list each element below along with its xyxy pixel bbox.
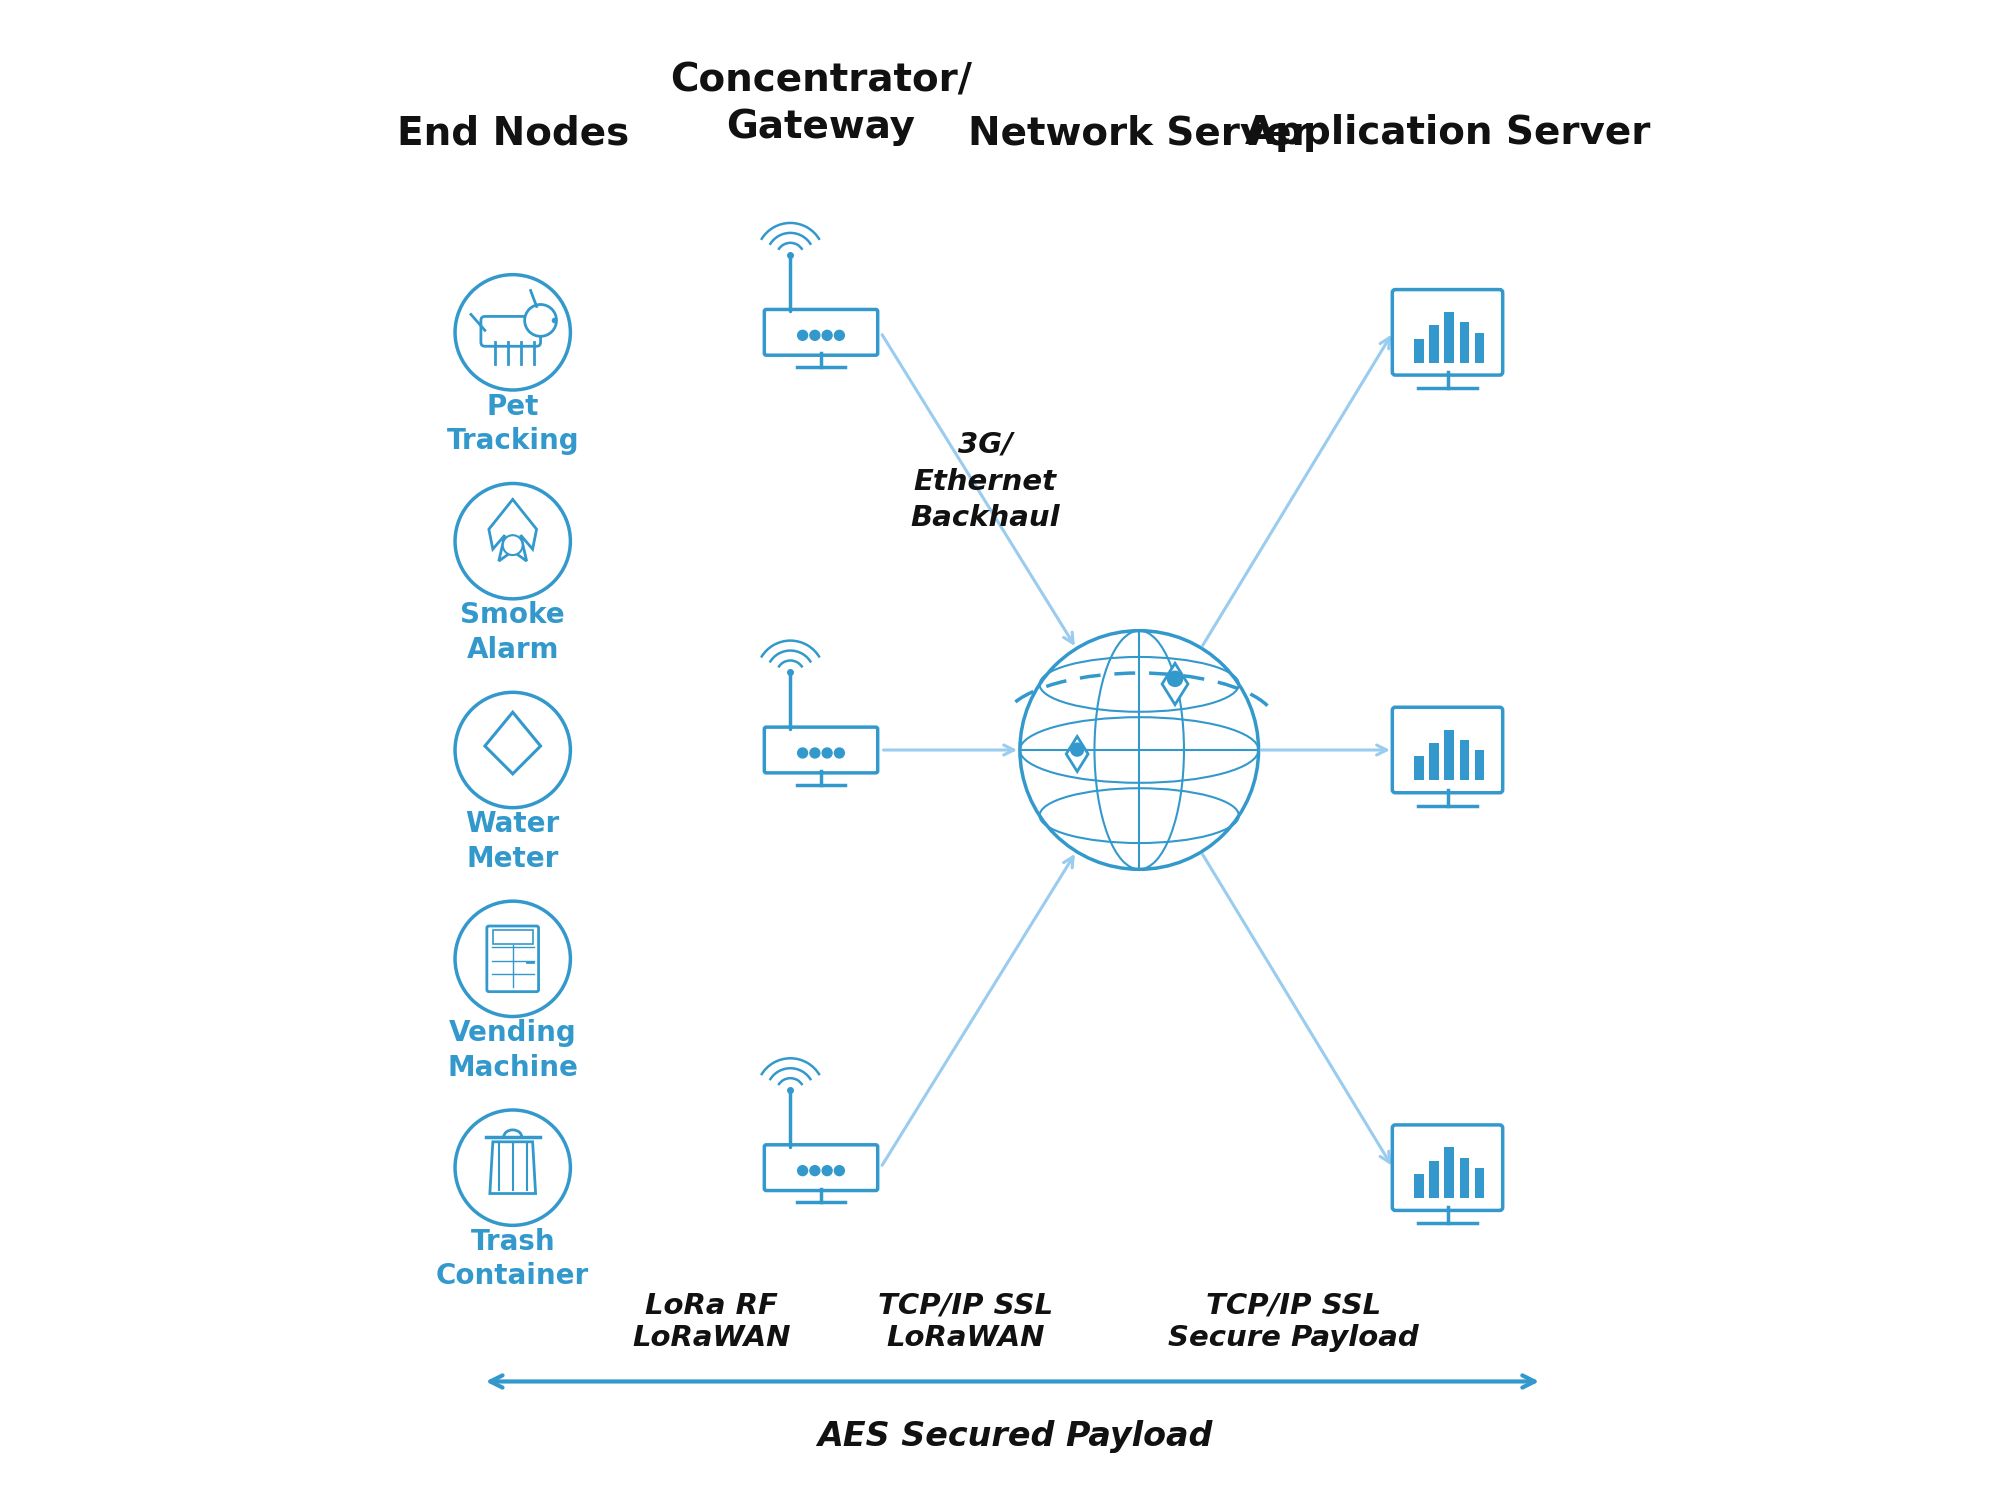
- Text: LoRa RF
LoRaWAN: LoRa RF LoRaWAN: [632, 1292, 790, 1352]
- FancyBboxPatch shape: [764, 728, 878, 772]
- Circle shape: [822, 330, 832, 340]
- Text: Concentrator/
Gateway: Concentrator/ Gateway: [670, 62, 972, 146]
- Circle shape: [502, 536, 522, 555]
- Circle shape: [456, 693, 570, 807]
- Text: End Nodes: End Nodes: [396, 114, 628, 153]
- Bar: [1474, 333, 1484, 363]
- Text: TCP/IP SSL
Secure Payload: TCP/IP SSL Secure Payload: [1168, 1292, 1418, 1352]
- Circle shape: [456, 902, 570, 1017]
- Polygon shape: [490, 1142, 536, 1194]
- Bar: [1430, 1161, 1438, 1198]
- Polygon shape: [1162, 663, 1188, 705]
- Bar: [1460, 322, 1468, 363]
- Circle shape: [798, 748, 808, 758]
- Text: 3G/
Ethernet
Backhaul: 3G/ Ethernet Backhaul: [910, 430, 1060, 532]
- Circle shape: [798, 330, 808, 340]
- Bar: [1414, 339, 1424, 363]
- Text: Application Server: Application Server: [1244, 114, 1650, 153]
- FancyBboxPatch shape: [1392, 1125, 1502, 1210]
- Polygon shape: [488, 500, 536, 561]
- Circle shape: [1168, 672, 1182, 686]
- Text: TCP/IP SSL
LoRaWAN: TCP/IP SSL LoRaWAN: [878, 1292, 1052, 1352]
- Bar: [1430, 326, 1438, 363]
- Circle shape: [1020, 630, 1258, 870]
- Text: Trash
Container: Trash Container: [436, 1228, 590, 1290]
- Text: Water
Meter: Water Meter: [466, 810, 560, 873]
- Circle shape: [834, 330, 844, 340]
- Circle shape: [456, 483, 570, 598]
- FancyBboxPatch shape: [486, 926, 538, 992]
- Circle shape: [822, 1166, 832, 1176]
- Bar: [1474, 750, 1484, 780]
- Circle shape: [810, 748, 820, 758]
- Polygon shape: [1066, 736, 1088, 771]
- Circle shape: [456, 274, 570, 390]
- Bar: [1444, 1148, 1454, 1198]
- FancyBboxPatch shape: [1392, 290, 1502, 375]
- Bar: [1474, 1168, 1484, 1198]
- FancyBboxPatch shape: [764, 1144, 878, 1191]
- Bar: [1414, 1174, 1424, 1198]
- Circle shape: [810, 330, 820, 340]
- Circle shape: [524, 304, 556, 336]
- Bar: [1444, 312, 1454, 363]
- Circle shape: [456, 1110, 570, 1226]
- Bar: [1460, 740, 1468, 780]
- FancyBboxPatch shape: [764, 309, 878, 356]
- FancyBboxPatch shape: [480, 316, 540, 346]
- Circle shape: [834, 748, 844, 758]
- Polygon shape: [484, 712, 540, 774]
- Text: AES Secured Payload: AES Secured Payload: [818, 1419, 1212, 1452]
- Bar: [492, 930, 532, 944]
- Circle shape: [1072, 744, 1084, 756]
- Text: Network Server: Network Server: [968, 114, 1310, 153]
- Circle shape: [810, 1166, 820, 1176]
- Bar: [1430, 742, 1438, 780]
- Text: Vending
Machine: Vending Machine: [448, 1019, 578, 1082]
- Text: Smoke
Alarm: Smoke Alarm: [460, 602, 566, 664]
- Circle shape: [834, 1166, 844, 1176]
- FancyBboxPatch shape: [1392, 706, 1502, 794]
- Circle shape: [822, 748, 832, 758]
- Bar: [1460, 1158, 1468, 1198]
- Bar: [1444, 730, 1454, 780]
- Bar: [1414, 756, 1424, 780]
- Text: Pet
Tracking: Pet Tracking: [446, 393, 580, 454]
- Circle shape: [798, 1166, 808, 1176]
